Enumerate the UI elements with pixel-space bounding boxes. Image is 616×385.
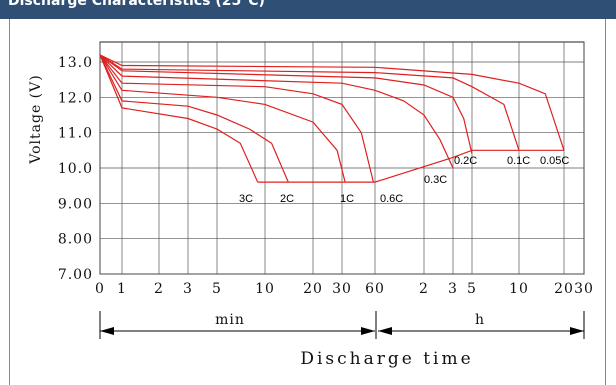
x-tick-label: 20 <box>303 281 323 297</box>
x-tick-label: 60 <box>365 281 385 297</box>
chart-frame: 0.05C 0.1C 0.2C 0.3C 0.6C 1C 2C 3C 13.0 12.0 11.0… <box>9 19 606 385</box>
grid <box>99 41 585 275</box>
curve-label-0.2C: 0.2C <box>454 155 477 167</box>
x-tick-label: 1 <box>117 281 127 297</box>
x-tick-label: 2 <box>419 281 429 297</box>
x-tick-label: 30 <box>574 281 594 297</box>
series-0.1C <box>99 54 520 151</box>
curve-label-0.6C: 0.6C <box>380 193 403 205</box>
y-tick-labels: 13.0 12.0 11.0 10.0 9.00 8.00 7.00 <box>58 55 93 283</box>
x-tick-label: 2 <box>154 281 164 297</box>
series-2C <box>99 54 289 183</box>
discharge-chart: 0.05C 0.1C 0.2C 0.3C 0.6C 1C 2C 3C 13.0 12.0 11.0… <box>28 41 594 369</box>
x-tick-labels: 0 1 2 3 5 10 20 30 60 2 3 5 10 20 30 <box>95 281 594 297</box>
y-tick-label: 8.00 <box>58 232 93 248</box>
y-axis-label: Voltage (V) <box>28 74 44 164</box>
y-tick-label: 10.0 <box>58 161 93 177</box>
arrow-right-h <box>570 327 584 335</box>
chart-title: Discharge Characteristics (25°C) <box>8 0 265 9</box>
series-1C <box>99 54 346 183</box>
x-tick-label: 20 <box>554 281 574 297</box>
curve-label-0.3C: 0.3C <box>424 174 447 186</box>
series-0.6C <box>99 54 374 183</box>
y-tick-label: 7.00 <box>58 267 93 283</box>
x-tick-label: 5 <box>467 281 477 297</box>
unit-h: h <box>475 312 485 328</box>
header-bar: Discharge Characteristics (25°C) <box>0 0 616 19</box>
x-tick-label: 5 <box>212 281 222 297</box>
y-tick-label: 11.0 <box>58 126 93 142</box>
x-tick-label: 3 <box>448 281 458 297</box>
x-axis-label: Discharge time <box>300 349 473 369</box>
x-tick-label: 0 <box>95 281 105 297</box>
curve-label-0.05C: 0.05C <box>540 155 569 167</box>
series-0.05C <box>99 54 565 151</box>
x-tick-label: 10 <box>255 281 275 297</box>
time-units: min h <box>99 311 585 339</box>
x-tick-label: 10 <box>509 281 529 297</box>
arrow-left-min <box>100 327 114 335</box>
series-0.3C <box>99 54 454 169</box>
x-tick-label: 30 <box>332 281 352 297</box>
end-voltage-line <box>257 149 564 183</box>
series-0.2C <box>99 54 473 155</box>
curves <box>99 54 565 183</box>
unit-min: min <box>215 312 245 328</box>
arrow-left-h <box>378 327 392 335</box>
curve-label-1C: 1C <box>340 193 354 205</box>
y-tick-label: 12.0 <box>58 90 93 106</box>
y-tick-label: 13.0 <box>58 55 93 71</box>
x-tick-label: 3 <box>183 281 193 297</box>
y-tick-label: 9.00 <box>58 196 93 212</box>
curve-label-3C: 3C <box>239 193 253 205</box>
curve-label-0.1C: 0.1C <box>507 155 530 167</box>
curve-label-2C: 2C <box>280 193 294 205</box>
series-3C <box>99 54 259 183</box>
curve-labels: 0.05C 0.1C 0.2C 0.3C 0.6C 1C 2C 3C <box>239 155 569 205</box>
arrow-right-min <box>361 327 375 335</box>
